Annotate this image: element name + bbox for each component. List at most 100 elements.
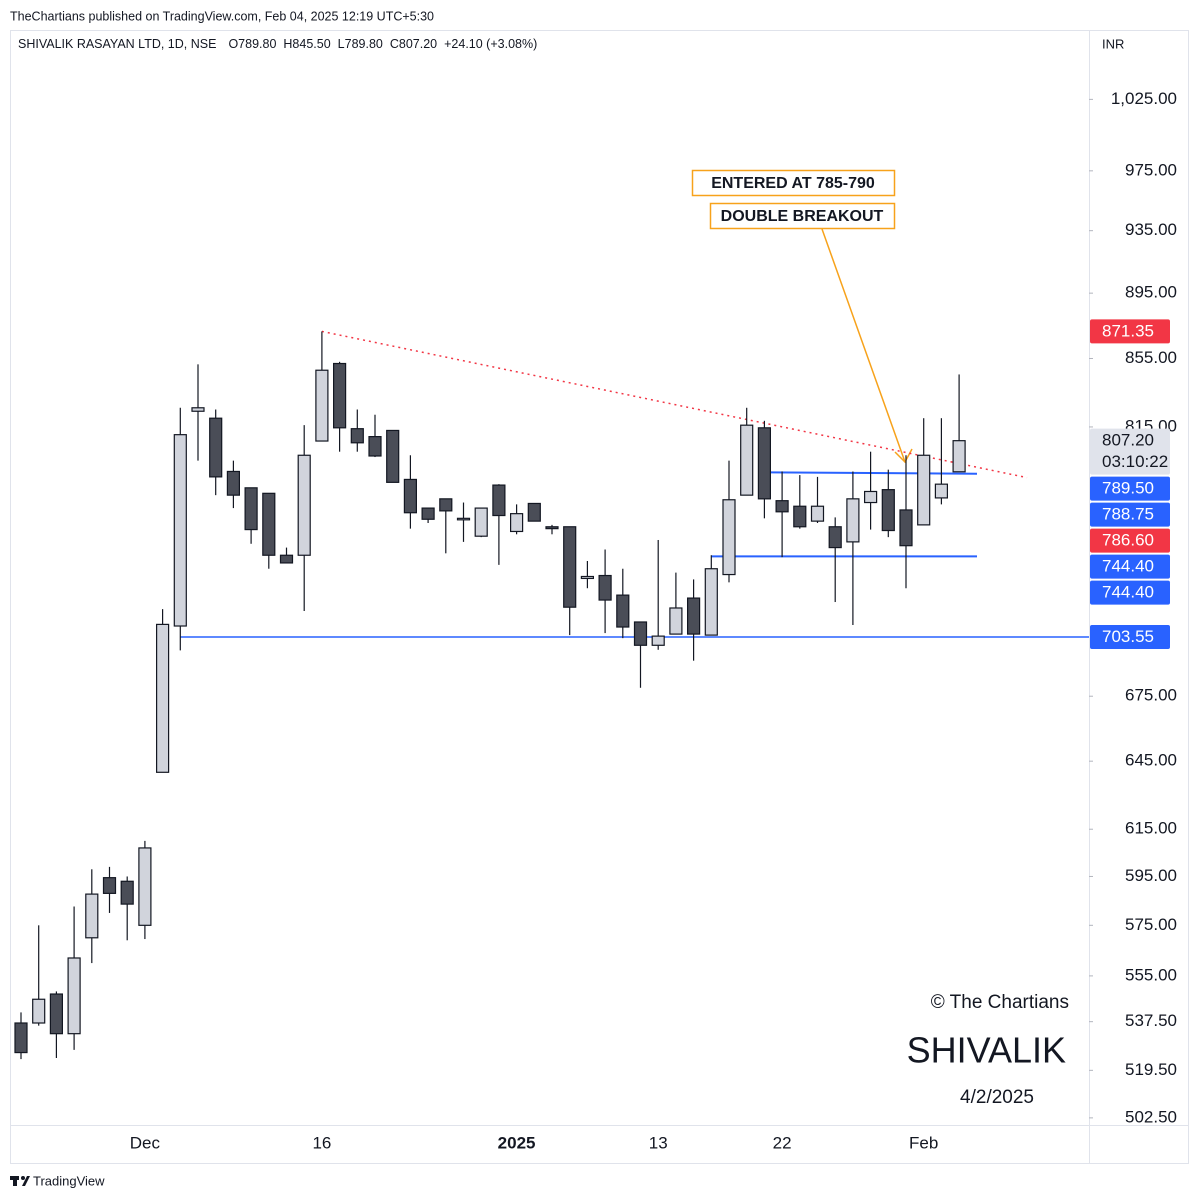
x-tick-label: 16 xyxy=(312,1133,331,1152)
candle-body xyxy=(669,607,683,635)
candle-body xyxy=(881,489,895,532)
candle xyxy=(846,471,860,626)
y-tick-label: 595.00 xyxy=(1125,866,1177,885)
y-tick-label: 555.00 xyxy=(1125,965,1177,984)
candle-body xyxy=(492,484,506,517)
candle xyxy=(120,876,134,941)
price-tag xyxy=(1090,319,1170,344)
candle-body xyxy=(616,594,630,628)
candle xyxy=(580,561,595,589)
y-tick-label: 537.50 xyxy=(1125,1011,1177,1030)
candle xyxy=(563,526,577,636)
candle xyxy=(545,524,559,535)
price-tag-label: 871.35 xyxy=(1102,321,1154,340)
candle-body xyxy=(474,507,488,537)
candle xyxy=(350,409,364,452)
ohlc-value: L789.80 xyxy=(338,37,383,51)
y-tick-label: 895.00 xyxy=(1125,283,1177,302)
candle-body xyxy=(226,470,240,496)
candle-body xyxy=(740,424,754,496)
candle xyxy=(616,568,630,639)
candle xyxy=(633,621,648,688)
ohlc-value: H845.50 xyxy=(283,37,330,51)
candle-body xyxy=(191,407,205,412)
y-tick-label: 615.00 xyxy=(1125,819,1177,838)
candle-body xyxy=(633,621,648,646)
candle xyxy=(368,414,382,458)
watermark-date: 4/2/2025 xyxy=(960,1087,1034,1108)
candle xyxy=(651,539,665,650)
candle xyxy=(527,502,541,522)
y-tick-label: 935.00 xyxy=(1125,220,1177,239)
candle-body xyxy=(828,526,842,549)
candle xyxy=(297,425,311,611)
candle-body xyxy=(899,509,913,547)
y-tick-label: 519.50 xyxy=(1125,1060,1177,1079)
candle-body xyxy=(704,568,718,636)
candle xyxy=(863,451,878,530)
candle-body xyxy=(244,487,258,531)
candle xyxy=(881,469,895,538)
annotation-box xyxy=(691,169,896,197)
candle-body xyxy=(279,554,294,564)
candle xyxy=(952,374,966,473)
y-tick-label: 975.00 xyxy=(1125,160,1177,179)
candle-body xyxy=(456,517,471,521)
candle xyxy=(722,460,736,583)
candle xyxy=(439,498,453,554)
candle-body xyxy=(315,369,329,442)
price-tag-label: 703.55 xyxy=(1102,627,1154,646)
candle xyxy=(899,455,913,589)
candle-body xyxy=(138,847,152,926)
y-tick-label: 855.00 xyxy=(1125,348,1177,367)
x-tick-label: Feb xyxy=(909,1133,938,1152)
price-tag-countdown: 03:10:22 xyxy=(1102,452,1168,471)
candle-body xyxy=(580,575,595,580)
candle xyxy=(138,840,152,940)
candle-body xyxy=(598,574,612,601)
candle xyxy=(226,460,240,509)
candle-body xyxy=(439,498,453,512)
candle xyxy=(740,407,754,496)
y-tick-label: 575.00 xyxy=(1125,915,1177,934)
logo-dot xyxy=(21,1176,25,1180)
candle xyxy=(333,361,347,452)
candle-body xyxy=(545,526,559,530)
candle xyxy=(262,492,276,569)
trend-line xyxy=(321,330,1028,479)
footer-logo xyxy=(10,1176,30,1186)
y-tick-label: 502.50 xyxy=(1125,1107,1177,1126)
annotation-entered: ENTERED AT 785-790 xyxy=(691,169,896,197)
x-tick-label: 13 xyxy=(649,1133,668,1152)
candle xyxy=(510,504,524,535)
candle-body xyxy=(297,454,311,556)
candle-body xyxy=(333,362,347,429)
candle xyxy=(686,579,701,661)
candle-body xyxy=(563,526,577,608)
chart-title: SHIVALIK RASAYAN LTD, 1D, NSE xyxy=(18,37,216,51)
candle-body xyxy=(527,502,541,522)
annotation-text: ENTERED AT 785-790 xyxy=(711,175,875,192)
candle-body xyxy=(793,505,807,528)
candle-body xyxy=(810,505,825,522)
watermark-copyright: © The Chartians xyxy=(931,992,1069,1013)
candle xyxy=(474,507,488,538)
candle-body xyxy=(403,478,417,514)
candle xyxy=(67,906,81,1050)
candle-body xyxy=(722,499,736,576)
footer-brand: TradingView xyxy=(33,1173,105,1188)
candle-body xyxy=(775,500,789,513)
candle xyxy=(810,476,825,524)
candle xyxy=(917,418,931,526)
price-tag-label: 788.75 xyxy=(1102,505,1154,524)
candle xyxy=(209,409,223,496)
candle xyxy=(669,572,683,635)
candle xyxy=(456,502,471,542)
price-tag-label: 744.40 xyxy=(1102,557,1154,576)
candle xyxy=(934,418,949,505)
price-tag xyxy=(1090,580,1170,605)
price-tag xyxy=(1090,528,1170,553)
ohlc-value: O789.80 xyxy=(228,37,276,51)
price-tag xyxy=(1090,625,1170,650)
price-tag-label: 807.20 xyxy=(1102,431,1154,450)
